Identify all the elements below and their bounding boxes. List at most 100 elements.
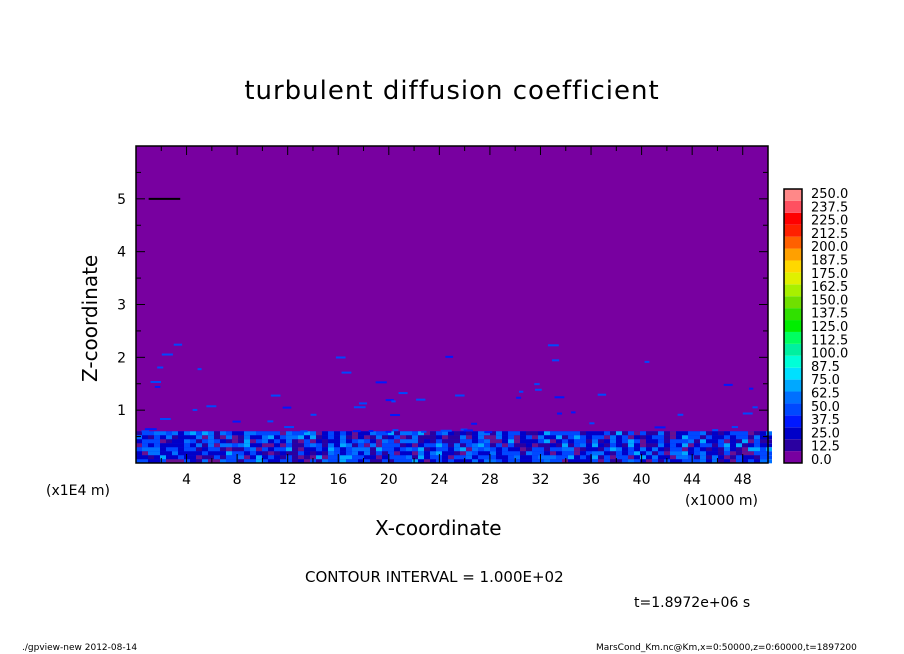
field-cell xyxy=(310,435,316,440)
field-cell xyxy=(292,447,298,452)
field-cell xyxy=(400,459,406,464)
field-cell xyxy=(136,439,142,444)
field-cell xyxy=(328,439,334,444)
field-cell xyxy=(706,443,712,448)
field-cell xyxy=(334,439,340,444)
field-cell xyxy=(202,451,208,456)
field-blob xyxy=(677,413,684,416)
field-cell xyxy=(424,443,430,448)
field-cell xyxy=(376,435,382,440)
colorbar-label: 50.0 xyxy=(811,400,840,415)
field-cell xyxy=(382,459,388,464)
field-cell xyxy=(286,439,292,444)
field-cell xyxy=(718,447,724,452)
field-cell xyxy=(304,435,310,440)
field-cell xyxy=(754,455,760,460)
field-cell xyxy=(742,431,748,436)
field-blob xyxy=(731,426,738,429)
field-cell xyxy=(250,447,256,452)
field-cell xyxy=(142,435,148,440)
field-cell xyxy=(586,443,592,448)
field-cell xyxy=(604,459,610,464)
field-cell xyxy=(136,443,142,448)
field-cell xyxy=(430,435,436,440)
field-cell xyxy=(658,451,664,456)
field-cell xyxy=(352,443,358,448)
field-cell xyxy=(484,435,490,440)
field-cell xyxy=(244,459,250,464)
field-blob xyxy=(752,406,758,409)
field-cell xyxy=(532,447,538,452)
field-cell xyxy=(610,451,616,456)
field-cell xyxy=(544,451,550,456)
field-cell xyxy=(250,431,256,436)
field-cell xyxy=(364,439,370,444)
field-cell xyxy=(430,443,436,448)
field-cell xyxy=(748,435,754,440)
field-cell xyxy=(190,443,196,448)
field-cell xyxy=(196,439,202,444)
field-cell xyxy=(736,435,742,440)
field-cell xyxy=(592,459,598,464)
y-tick-label: 1 xyxy=(117,403,126,419)
field-cell xyxy=(502,447,508,452)
field-cell xyxy=(676,459,682,464)
colorbar-swatch xyxy=(784,212,802,225)
field-cell xyxy=(514,435,520,440)
field-blob xyxy=(518,390,524,393)
field-cell xyxy=(484,447,490,452)
field-cell xyxy=(352,435,358,440)
field-cell xyxy=(178,435,184,440)
field-cell xyxy=(316,455,322,460)
field-cell xyxy=(694,443,700,448)
field-cell xyxy=(376,455,382,460)
field-cell xyxy=(526,455,532,460)
field-cell xyxy=(442,439,448,444)
field-cell xyxy=(652,435,658,440)
field-blob xyxy=(455,394,465,397)
field-cell xyxy=(484,431,490,436)
field-cell xyxy=(238,435,244,440)
field-cell xyxy=(526,459,532,464)
field-cell xyxy=(364,455,370,460)
field-cell xyxy=(328,451,334,456)
field-cell xyxy=(682,459,688,464)
field-cell xyxy=(346,439,352,444)
field-cell xyxy=(730,459,736,464)
field-cell xyxy=(652,451,658,456)
colorbar-swatch xyxy=(784,308,802,321)
field-cell xyxy=(514,455,520,460)
field-cell xyxy=(172,439,178,444)
field-cell xyxy=(442,443,448,448)
field-cell xyxy=(406,435,412,440)
field-cell xyxy=(472,431,478,436)
field-cell xyxy=(550,431,556,436)
field-cell xyxy=(304,431,310,436)
field-cell xyxy=(250,451,256,456)
field-cell xyxy=(712,455,718,460)
field-cell xyxy=(616,439,622,444)
field-cell xyxy=(160,439,166,444)
field-cell xyxy=(172,435,178,440)
field-cell xyxy=(454,443,460,448)
field-cell xyxy=(226,455,232,460)
field-cell xyxy=(652,443,658,448)
field-blob xyxy=(192,408,198,411)
field-cell xyxy=(256,447,262,452)
x-axis-unit: (x1000 m) xyxy=(685,493,758,509)
field-cell xyxy=(562,431,568,436)
field-blob xyxy=(597,393,607,396)
field-cell xyxy=(154,451,160,456)
field-cell xyxy=(496,459,502,464)
field-cell xyxy=(376,447,382,452)
field-cell xyxy=(316,451,322,456)
field-cell xyxy=(538,435,544,440)
field-cell xyxy=(430,459,436,464)
field-cell xyxy=(154,455,160,460)
field-cell xyxy=(532,459,538,464)
field-cell xyxy=(724,443,730,448)
field-cell xyxy=(256,459,262,464)
field-cell xyxy=(406,439,412,444)
field-cell xyxy=(610,459,616,464)
field-cell xyxy=(430,439,436,444)
